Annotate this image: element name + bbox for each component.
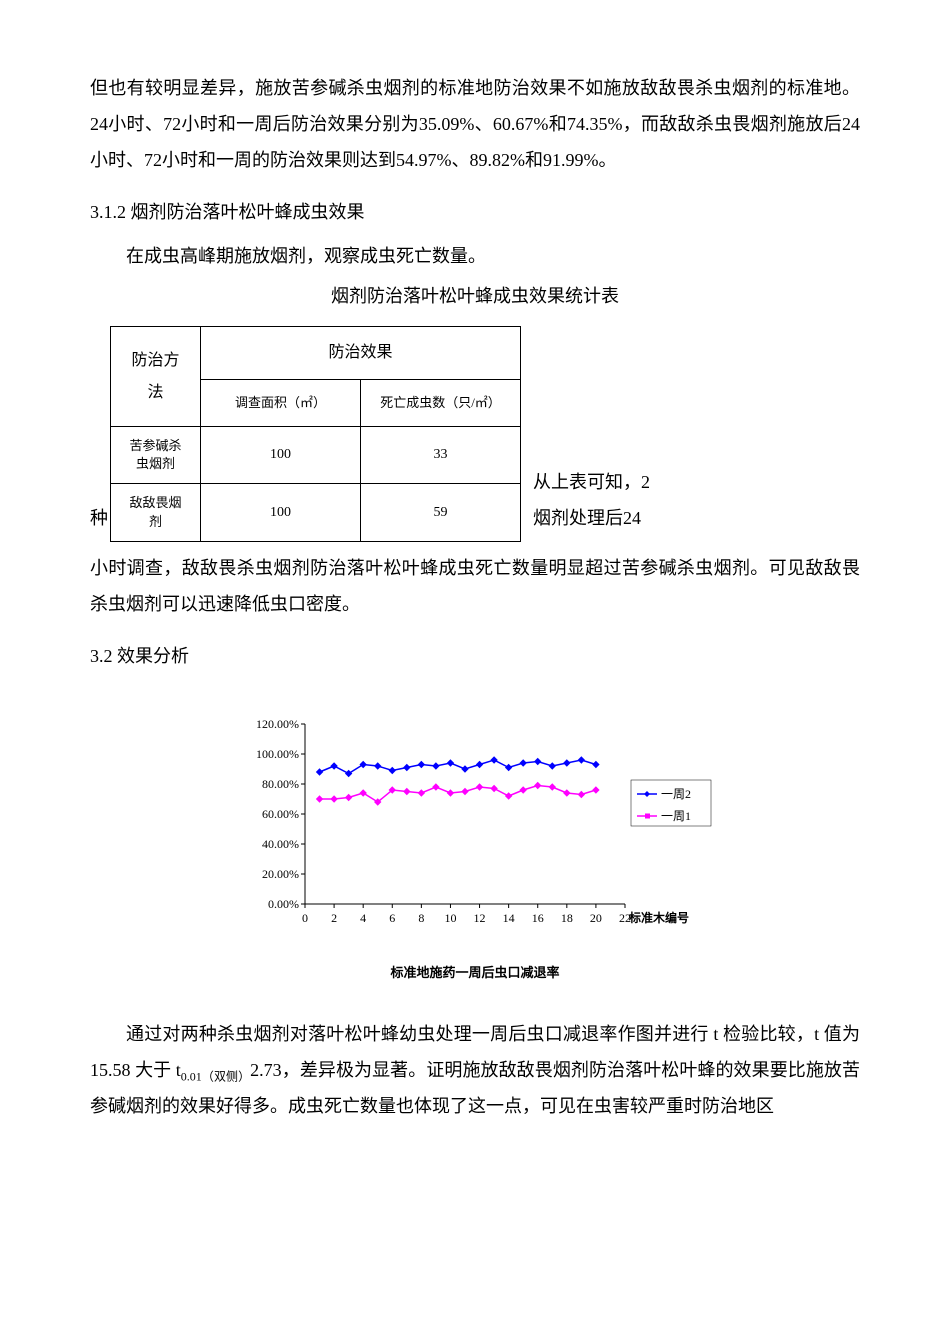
results-table: 防治方法 防治效果 调查面积（㎡） 死亡成虫数（只/㎡） 苦参碱杀虫烟剂 100…: [110, 326, 521, 542]
svg-text:100.00%: 100.00%: [256, 747, 299, 761]
intro-paragraph: 但也有较明显差异，施放苦参碱杀虫烟剂的标准地防治效果不如施放敌敌畏杀虫烟剂的标准…: [90, 70, 860, 178]
subsection-line1: 在成虫高峰期施放烟剂，观察成虫死亡数量。: [90, 238, 860, 274]
wrap-right: 从上表可知，2 烟剂处理后24: [521, 464, 860, 542]
table-wrap-row: 种 防治方法 防治效果 调查面积（㎡） 死亡成虫数（只/㎡） 苦参碱杀虫烟剂 1…: [90, 326, 860, 542]
chart-caption: 标准地施药一周后虫口减退率: [225, 960, 725, 986]
svg-text:8: 8: [418, 911, 424, 925]
svg-text:一周1: 一周1: [661, 809, 691, 823]
table-row: 敌敌畏烟剂 100 59: [111, 484, 521, 541]
row2-area: 100: [201, 484, 361, 541]
svg-text:12: 12: [474, 911, 486, 925]
col3-header: 死亡成虫数（只/㎡）: [361, 380, 521, 427]
row2-deaths: 59: [361, 484, 521, 541]
svg-text:0.00%: 0.00%: [268, 897, 299, 911]
svg-text:20.00%: 20.00%: [262, 867, 299, 881]
final-paragraph: 通过对两种杀虫烟剂对落叶松叶蜂幼虫处理一周后虫口减退率作图并进行 t 检验比较，…: [90, 1016, 860, 1125]
section-3-1-2-heading: 3.1.2 烟剂防治落叶松叶蜂成虫效果: [90, 194, 860, 230]
chart-container: 0.00% 20.00% 40.00% 60.00% 80.00% 100.00% 120.…: [225, 714, 725, 986]
wrap-right-line1: 从上表可知，2: [533, 464, 860, 500]
svg-text:10: 10: [444, 911, 456, 925]
svg-text:4: 4: [360, 911, 366, 925]
svg-text:0: 0: [302, 911, 308, 925]
svg-text:120.00%: 120.00%: [256, 717, 299, 731]
section-3-2-heading: 3.2 效果分析: [90, 638, 860, 674]
row1-method: 苦参碱杀虫烟剂: [111, 427, 201, 484]
row1-area: 100: [201, 427, 361, 484]
col2-header: 调查面积（㎡）: [201, 380, 361, 427]
svg-text:16: 16: [532, 911, 544, 925]
wrap-right-line2: 烟剂处理后24: [533, 500, 860, 536]
svg-text:一周2: 一周2: [661, 787, 691, 801]
row2-method: 敌敌畏烟剂: [111, 484, 201, 541]
col1-header: 防治方法: [111, 327, 201, 427]
line-chart: 0.00% 20.00% 40.00% 60.00% 80.00% 100.00% 120.…: [225, 714, 725, 954]
svg-text:2: 2: [331, 911, 337, 925]
svg-text:20: 20: [590, 911, 602, 925]
svg-text:标准木编号: 标准木编号: [628, 910, 689, 925]
row1-deaths: 33: [361, 427, 521, 484]
wrap-left: 种: [90, 500, 110, 542]
svg-text:40.00%: 40.00%: [262, 837, 299, 851]
svg-text:80.00%: 80.00%: [262, 777, 299, 791]
table-title: 烟剂防治落叶松叶蜂成虫效果统计表: [90, 278, 860, 314]
col-group-header: 防治效果: [201, 327, 521, 380]
svg-text:6: 6: [389, 911, 395, 925]
svg-text:14: 14: [503, 911, 515, 925]
final-sub: 0.01（双侧）: [181, 1069, 250, 1083]
svg-text:18: 18: [561, 911, 573, 925]
svg-text:60.00%: 60.00%: [262, 807, 299, 821]
table-row: 苦参碱杀虫烟剂 100 33: [111, 427, 521, 484]
after-table-paragraph: 小时调查，敌敌畏杀虫烟剂防治落叶松叶蜂成虫死亡数量明显超过苦参碱杀虫烟剂。可见敌…: [90, 550, 860, 622]
